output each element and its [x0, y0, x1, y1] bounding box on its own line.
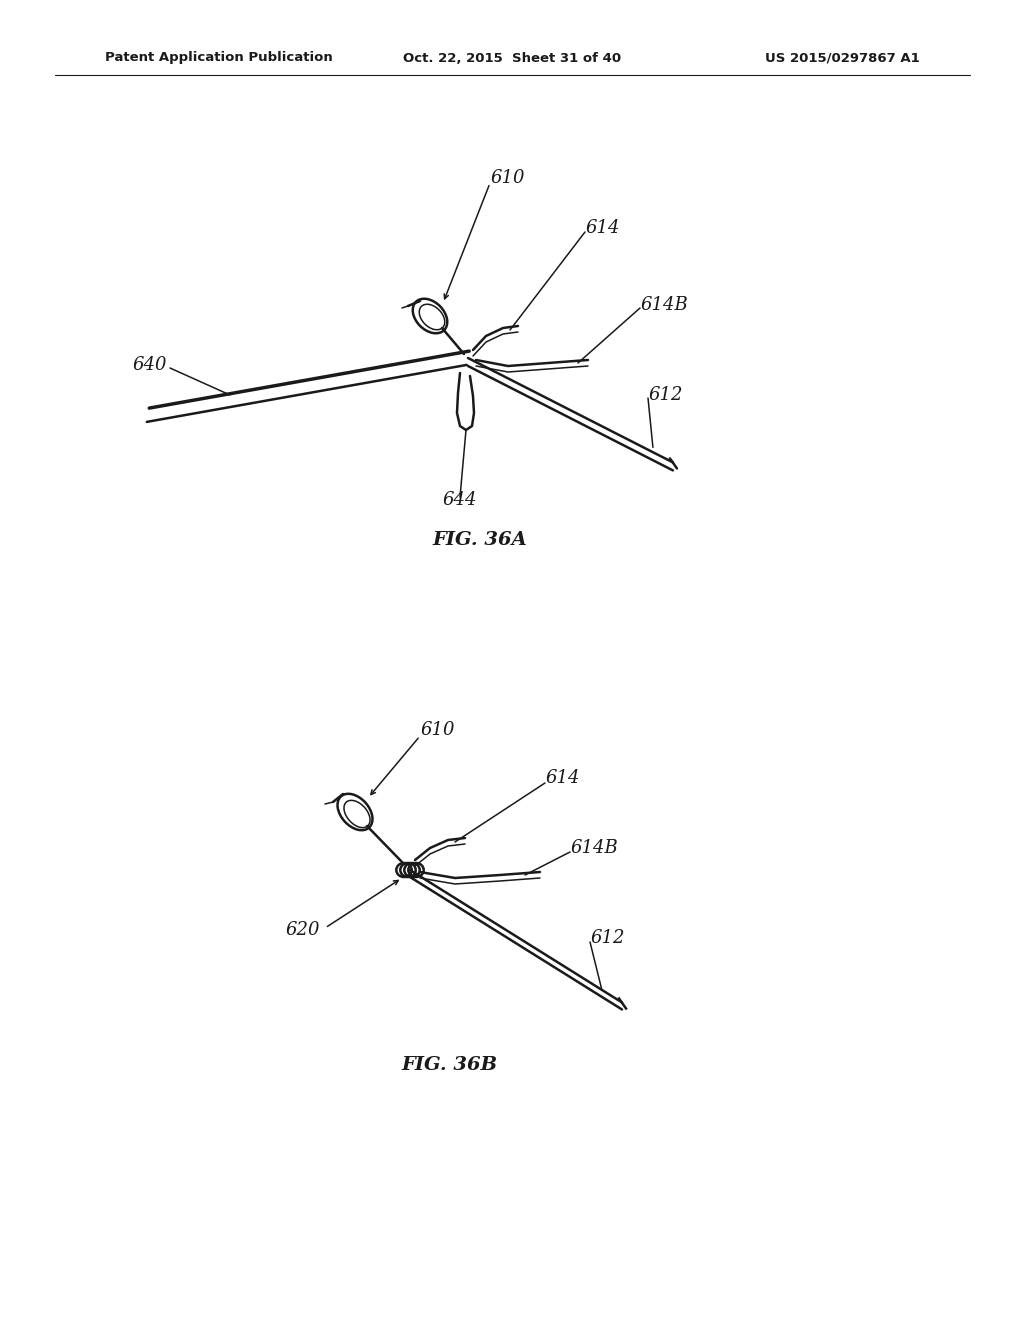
Text: FIG. 36B: FIG. 36B	[402, 1056, 498, 1074]
Text: 644: 644	[442, 491, 477, 510]
Text: 612: 612	[648, 385, 683, 404]
Text: US 2015/0297867 A1: US 2015/0297867 A1	[765, 51, 920, 65]
Text: 614B: 614B	[640, 296, 688, 314]
Text: 610: 610	[490, 169, 524, 187]
Text: 640: 640	[132, 356, 167, 374]
Text: 614B: 614B	[570, 840, 617, 857]
Text: 612: 612	[590, 929, 625, 946]
Text: Patent Application Publication: Patent Application Publication	[105, 51, 333, 65]
Text: FIG. 36A: FIG. 36A	[432, 531, 527, 549]
Text: 614: 614	[545, 770, 580, 787]
Text: 620: 620	[286, 921, 319, 939]
Text: 614: 614	[585, 219, 620, 238]
Text: 610: 610	[420, 721, 455, 739]
Text: Oct. 22, 2015  Sheet 31 of 40: Oct. 22, 2015 Sheet 31 of 40	[402, 51, 622, 65]
